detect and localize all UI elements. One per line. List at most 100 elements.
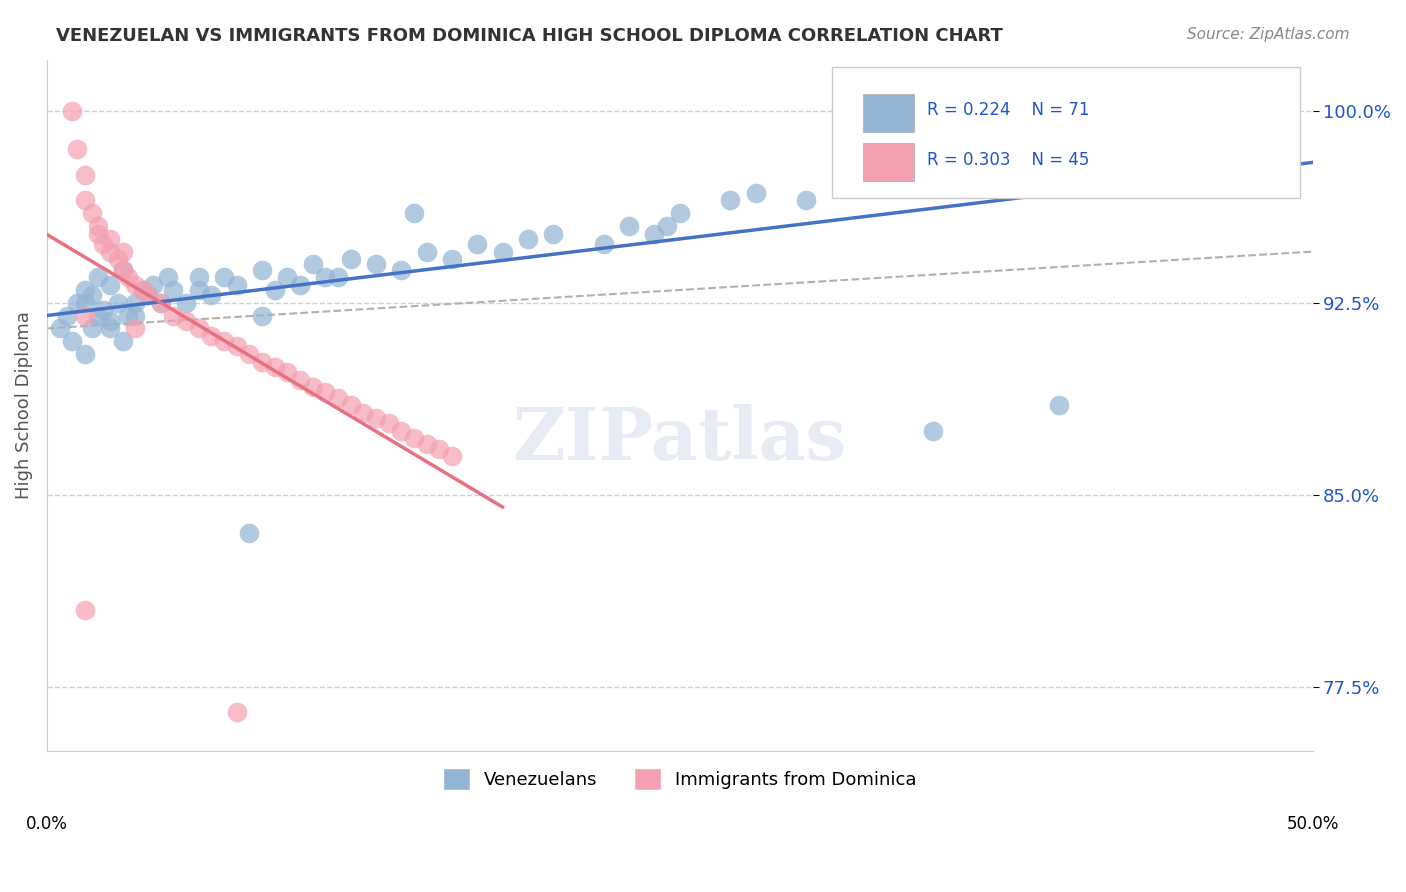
Point (440, 450, 463, 464)
Point (250, 262, 273, 277)
Point (1226, 142, 1249, 156)
Point (263, 283, 285, 297)
Point (73, 295, 96, 310)
Point (132, 283, 155, 297)
Point (250, 354, 273, 368)
Point (1277, 117, 1299, 131)
Point (174, 314, 197, 328)
Y-axis label: High School Diploma: High School Diploma (15, 311, 32, 500)
Point (98, 314, 121, 328)
Point (718, 194, 741, 208)
Point (111, 262, 134, 277)
Point (60, 334, 83, 349)
Point (364, 411, 387, 425)
Point (845, 180, 868, 194)
Point (86, 270, 108, 285)
Point (187, 283, 209, 297)
Point (238, 526, 260, 541)
Point (56, 309, 79, 323)
Point (339, 252, 361, 267)
Point (187, 270, 209, 285)
Point (73, 347, 96, 361)
Point (377, 416, 399, 430)
Bar (863, 143, 914, 180)
Point (1150, 129, 1173, 144)
Point (301, 257, 323, 271)
Point (157, 270, 180, 285)
FancyBboxPatch shape (831, 67, 1301, 198)
Point (225, 277, 247, 292)
Point (427, 442, 450, 456)
Point (149, 295, 172, 310)
Point (465, 236, 488, 251)
Text: VENEZUELAN VS IMMIGRANTS FROM DOMINICA HIGH SCHOOL DIPLOMA CORRELATION CHART: VENEZUELAN VS IMMIGRANTS FROM DOMINICA H… (56, 27, 1002, 45)
Bar (863, 95, 914, 132)
Point (326, 391, 349, 405)
Text: 0.0%: 0.0% (25, 814, 67, 833)
Point (174, 295, 197, 310)
Point (1251, 129, 1274, 144)
Point (364, 257, 387, 271)
Point (794, 194, 817, 208)
Point (73, 309, 96, 323)
Point (402, 206, 425, 220)
Point (124, 309, 146, 323)
Point (98, 244, 121, 259)
Point (73, 194, 96, 208)
Point (314, 270, 336, 285)
Point (655, 219, 678, 233)
Point (187, 321, 209, 335)
Point (339, 398, 361, 412)
Point (592, 236, 614, 251)
Point (86, 227, 108, 241)
Point (744, 186, 766, 200)
Point (212, 334, 235, 349)
Point (200, 329, 222, 343)
Point (73, 168, 96, 182)
Point (98, 321, 121, 335)
Point (276, 270, 298, 285)
Text: R = 0.303    N = 45: R = 0.303 N = 45 (927, 151, 1088, 169)
Point (86, 219, 108, 233)
Point (973, 168, 995, 182)
Point (263, 359, 285, 374)
Point (60, 103, 83, 118)
Point (402, 432, 425, 446)
Point (107, 252, 129, 267)
Text: 50.0%: 50.0% (1286, 814, 1339, 833)
Text: R = 0.224    N = 71: R = 0.224 N = 71 (869, 87, 1052, 105)
Point (98, 277, 121, 292)
Point (124, 277, 146, 292)
Point (352, 406, 374, 420)
Point (91, 303, 114, 318)
Point (250, 309, 273, 323)
Point (415, 244, 437, 259)
Point (389, 424, 412, 438)
Point (415, 436, 437, 450)
Point (288, 373, 311, 387)
Point (91, 236, 114, 251)
Point (225, 339, 247, 353)
Point (440, 252, 463, 267)
Point (238, 347, 260, 361)
Point (643, 227, 665, 241)
Point (301, 380, 323, 394)
Point (212, 270, 235, 285)
Point (48, 321, 70, 335)
Point (314, 385, 336, 400)
Point (200, 288, 222, 302)
Point (111, 334, 134, 349)
Point (66, 295, 89, 310)
Point (516, 232, 538, 246)
Point (82, 288, 104, 302)
Point (617, 219, 640, 233)
Text: Source: ZipAtlas.com: Source: ZipAtlas.com (1187, 27, 1350, 42)
Point (921, 424, 943, 438)
Point (86, 309, 108, 323)
Point (162, 309, 184, 323)
Point (326, 270, 349, 285)
Point (276, 365, 298, 379)
Point (491, 244, 513, 259)
Point (82, 321, 104, 335)
Point (162, 283, 184, 297)
